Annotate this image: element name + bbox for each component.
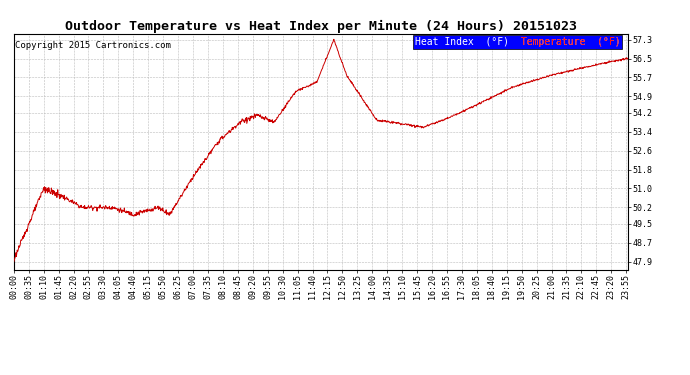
- Title: Outdoor Temperature vs Heat Index per Minute (24 Hours) 20151023: Outdoor Temperature vs Heat Index per Mi…: [65, 20, 577, 33]
- Text: Copyright 2015 Cartronics.com: Copyright 2015 Cartronics.com: [15, 41, 171, 50]
- Text: Temperature  (°F): Temperature (°F): [415, 37, 620, 47]
- Text: Heat Index  (°F)  Temperature  (°F): Heat Index (°F) Temperature (°F): [415, 37, 620, 47]
